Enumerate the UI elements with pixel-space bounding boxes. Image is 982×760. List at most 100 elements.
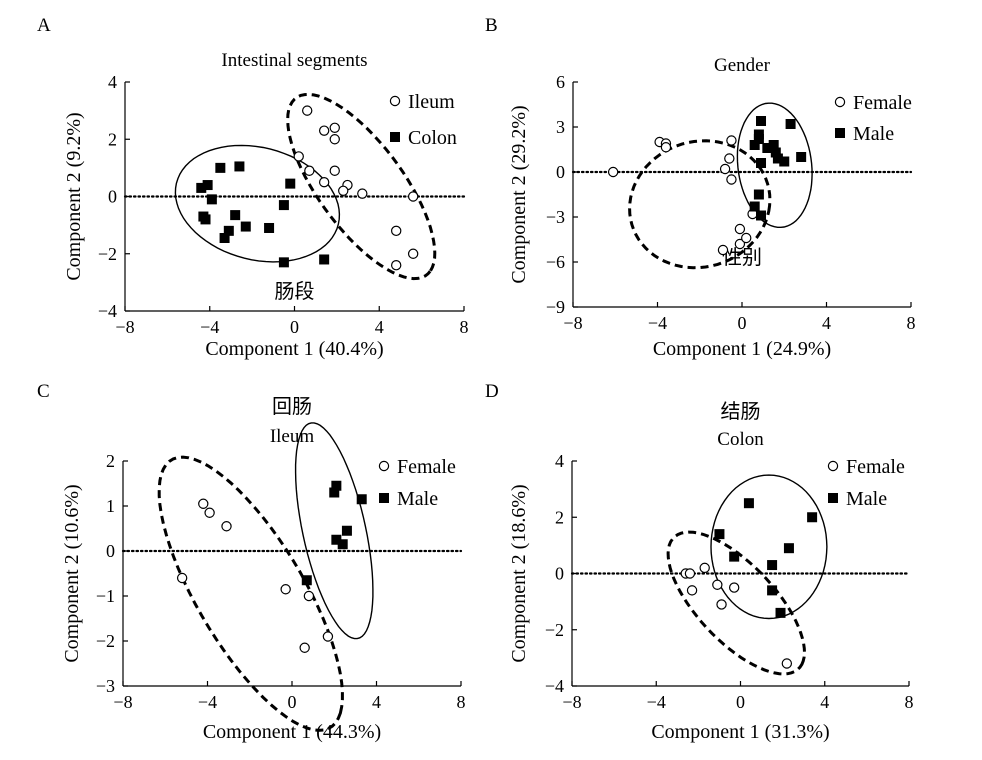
point-ileum (357, 188, 368, 199)
legend-marker-colon (390, 132, 400, 142)
chart-title-zh: 回肠 (272, 396, 312, 418)
point-colon (223, 225, 234, 236)
legend-marker-female (834, 96, 846, 108)
point-colon (240, 221, 251, 232)
chart-title-zh: 结肠 (721, 400, 761, 423)
panel-letter: D (485, 381, 499, 402)
point-colon (206, 194, 217, 205)
point-colon (219, 233, 230, 244)
point-male (753, 189, 764, 200)
y-tick-label: −3 (96, 676, 115, 696)
legend-label-ileum: Ileum (408, 91, 455, 113)
point-male (767, 560, 778, 571)
point-female (724, 153, 735, 164)
x-tick-label: −8 (115, 317, 134, 337)
y-tick-label: −6 (546, 252, 565, 272)
point-colon (196, 182, 207, 193)
chart-title: Colon (717, 429, 764, 450)
point-female (299, 642, 310, 653)
point-male (762, 143, 773, 153)
y-tick-label: 2 (108, 129, 117, 149)
legend-marker-male (379, 493, 389, 503)
point-colon (215, 162, 226, 173)
chart-title-zh: 肠段 (275, 280, 315, 303)
point-male (331, 480, 342, 491)
panel-letter: C (37, 381, 50, 402)
point-male (756, 158, 767, 168)
chart-title: Ileum (270, 426, 315, 447)
x-tick-label: 8 (460, 317, 469, 337)
y-axis-label: Component 2 (10.6%) (61, 484, 83, 662)
point-male (714, 529, 725, 540)
point-female (660, 142, 672, 153)
panel-letter: A (37, 15, 51, 36)
x-tick-label: −8 (113, 692, 132, 712)
y-tick-label: 2 (555, 507, 564, 527)
x-tick-label: −8 (562, 692, 581, 712)
point-male (753, 134, 764, 144)
point-male (775, 607, 786, 618)
point-female (719, 163, 731, 175)
x-tick-label: 8 (905, 692, 914, 712)
point-female (280, 584, 291, 595)
point-male (779, 156, 790, 167)
point-male (783, 543, 794, 554)
y-tick-label: −9 (546, 297, 565, 317)
point-female (684, 568, 696, 579)
point-male (807, 512, 818, 523)
point-male (785, 119, 796, 129)
y-tick-label: −2 (96, 631, 115, 651)
point-ileum (293, 151, 304, 162)
ellipse-male (736, 102, 813, 228)
point-female (716, 599, 727, 610)
x-tick-label: 8 (457, 692, 466, 712)
point-male (749, 140, 760, 150)
x-tick-label: −4 (647, 692, 666, 712)
point-female (686, 585, 698, 596)
x-axis-label: Component 1 (31.3%) (651, 721, 829, 743)
panel-c: C 回肠 Ileum −8 −4 0 4 8 −3 −2 −1 0 1 2 Component 1 (44.… (37, 381, 466, 743)
y-tick-label: 3 (556, 117, 565, 137)
point-ileum (318, 125, 330, 136)
point-male (337, 539, 348, 550)
x-tick-label: −8 (563, 313, 582, 333)
chart-title-zh: 性别 (722, 246, 762, 269)
point-male (729, 551, 740, 562)
point-female (726, 135, 737, 146)
y-tick-label: 2 (106, 451, 115, 471)
point-female (728, 582, 740, 593)
point-colon (264, 222, 275, 233)
point-ileum (407, 248, 419, 259)
point-female (741, 232, 752, 244)
ellipse-female (157, 455, 344, 732)
legend-label-female: Female (397, 456, 456, 478)
x-tick-label: 0 (736, 692, 745, 712)
y-tick-label: −2 (545, 620, 564, 640)
y-axis-label: Component 2 (9.2%) (63, 112, 85, 280)
x-tick-label: 4 (372, 692, 381, 712)
ellipse-colon (174, 144, 341, 263)
y-tick-label: −2 (98, 244, 117, 264)
point-female (607, 166, 619, 178)
point-colon (202, 180, 213, 191)
y-tick-label: −4 (545, 676, 564, 696)
point-female (734, 238, 746, 250)
panel-letter: B (485, 15, 498, 36)
point-ileum (318, 176, 330, 188)
ellipse-female (666, 530, 807, 676)
x-tick-label: −4 (200, 317, 219, 337)
point-ileum (391, 260, 402, 271)
point-ileum (304, 165, 315, 176)
point-ileum (329, 134, 340, 145)
point-male (341, 525, 352, 536)
x-axis-label: Component 1 (24.9%) (653, 338, 831, 360)
point-female (699, 562, 710, 574)
y-tick-label: 0 (556, 162, 565, 182)
ellipse-male (294, 422, 374, 640)
legend-marker-male (828, 493, 838, 503)
point-male (767, 585, 778, 596)
y-axis-label: Component 2 (29.2%) (508, 105, 530, 283)
point-female (176, 572, 188, 584)
point-ileum (391, 225, 402, 237)
